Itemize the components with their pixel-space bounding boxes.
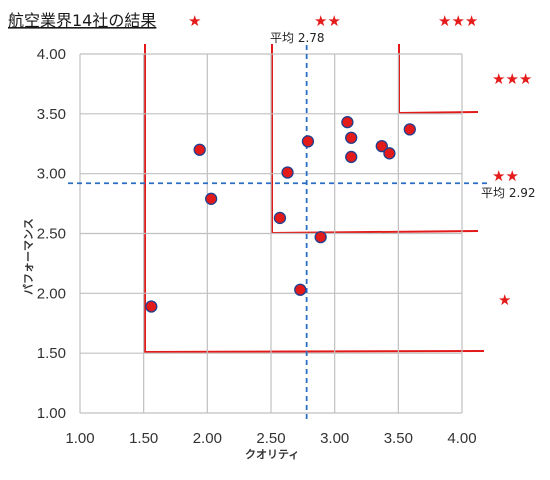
data-point-10 <box>345 131 358 144</box>
data-points <box>145 116 416 313</box>
data-point-8 <box>314 230 327 244</box>
zone-boundary-1 <box>144 44 485 354</box>
y-tick-label-4: 3.00 <box>37 166 66 183</box>
y-tick-label-2: 2.00 <box>37 285 66 302</box>
x-tick-label-4: 3.00 <box>320 430 349 447</box>
data-point-4 <box>273 211 287 225</box>
star-rank-label-2: ★★ <box>314 12 341 30</box>
x-axis-label: クオリティ <box>245 448 299 461</box>
tick-labels: 1.00 1.50 2.00 2.50 3.00 3.50 4.00 1.00 1.50 2.00… <box>37 46 477 447</box>
x-tick-label-0: 1.00 <box>65 430 94 447</box>
y-tick-label-6: 4.00 <box>37 46 66 63</box>
data-point-12 <box>375 139 388 153</box>
data-point-6 <box>294 283 307 296</box>
zone-boundary-3 <box>398 44 479 115</box>
x-tick-label-2: 2.00 <box>193 430 222 447</box>
data-point-13 <box>383 147 396 160</box>
data-point-14 <box>403 123 416 136</box>
x-average-label: 平均 2.78 <box>270 31 325 45</box>
star-rank-label-3-right: ★★★ <box>492 70 532 88</box>
x-tick-label-5: 3.50 <box>384 430 413 447</box>
x-tick-label-6: 4.00 <box>447 430 476 447</box>
y-tick-label-0: 1.00 <box>37 405 66 422</box>
star-rank-label-3: ★★★ <box>438 12 478 30</box>
data-point-11 <box>345 150 358 164</box>
x-tick-label-3: 2.50 <box>256 430 285 447</box>
gridlines <box>79 53 463 414</box>
data-point-2 <box>193 143 206 156</box>
data-point-5 <box>281 166 294 179</box>
data-point-1 <box>145 300 158 313</box>
y-average-label: 平均 2.92 <box>481 186 536 200</box>
y-tick-label-5: 3.50 <box>37 106 66 123</box>
y-axis-label: パフォーマンス <box>22 218 35 295</box>
star-rank-label-2-right: ★★ <box>492 167 519 185</box>
y-tick-label-1: 1.50 <box>37 345 66 362</box>
chart-title: 航空業界14社の結果 <box>8 11 156 30</box>
data-point-9 <box>341 116 354 129</box>
average-lines <box>68 45 488 422</box>
quality-zone-lines <box>144 44 485 354</box>
star-rank-label-1-right: ★ <box>498 291 511 309</box>
y-tick-label-3: 2.50 <box>37 226 66 243</box>
x-tick-label-1: 1.50 <box>129 430 158 447</box>
star-rank-label-1: ★ <box>188 12 201 30</box>
data-point-7 <box>301 135 315 148</box>
data-point-3 <box>205 192 218 205</box>
